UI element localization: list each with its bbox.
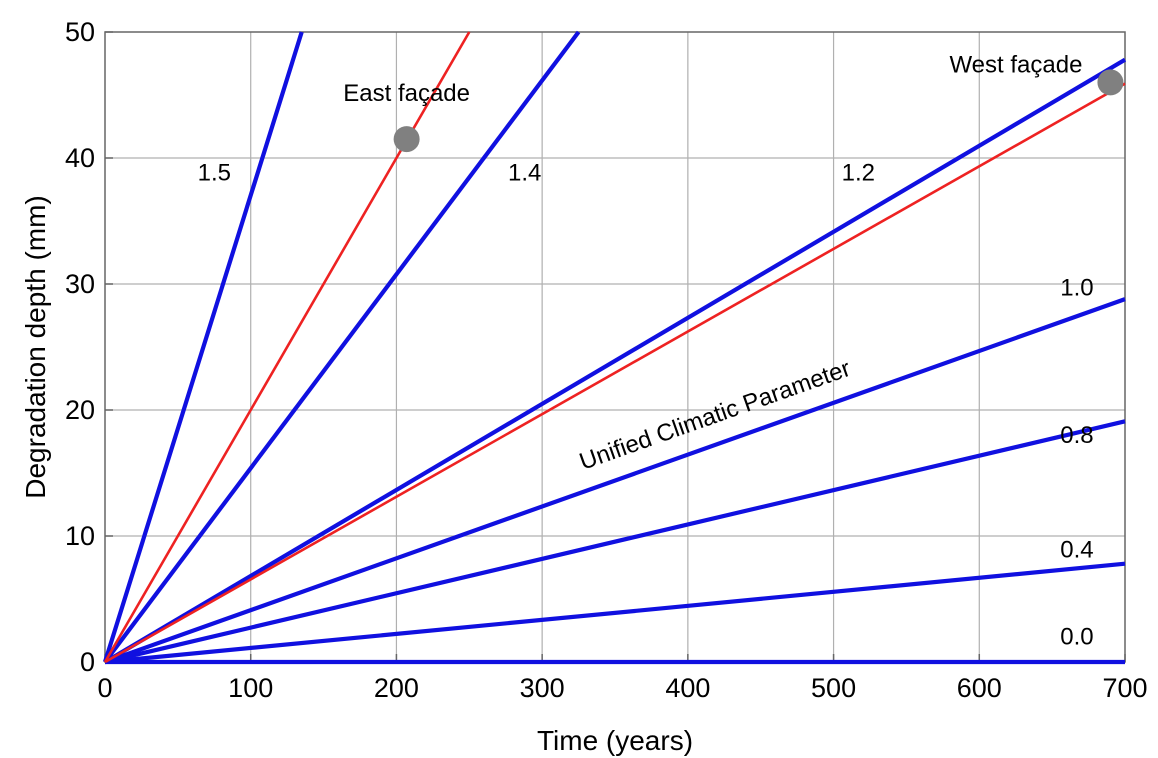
series-line-1-0 [104,297,1126,664]
line-value-label: 1.0 [1060,274,1093,301]
line-value-label: 0.4 [1060,536,1093,563]
line-labels: 1.5 1.4 1.2 1.0 0.8 0.4 0.0 [198,160,1094,651]
x-tick-label: 500 [811,673,856,703]
x-tick-label: 200 [374,673,419,703]
y-tick-label: 20 [65,395,95,425]
line-value-label: 1.2 [842,160,875,187]
x-tick-label: 0 [97,673,112,703]
series-line-0-8 [104,419,1126,665]
y-tick-label: 40 [65,143,95,173]
y-tick-label: 10 [65,521,95,551]
data-points: East façade West façade [343,51,1124,153]
line-value-label: 1.4 [508,160,541,187]
y-tick-label: 50 [65,17,95,47]
facade-fit-line [104,82,1126,664]
x-tick-label: 400 [665,673,710,703]
facade-point-label: West façade [949,51,1082,78]
line-value-label: 0.8 [1060,422,1093,449]
series-lines [102,30,1127,665]
facade-point [393,126,420,153]
grid [105,32,1125,662]
plot-frame [104,31,1126,663]
series-line-1-4 [103,30,581,664]
x-tick-label: 100 [228,673,273,703]
series-line-1-5 [102,31,304,663]
y-axis-title: Degradation depth (mm) [20,195,51,498]
x-tick-label: 700 [1102,673,1147,703]
series-line-0-4 [104,561,1126,665]
facade-point-label: East façade [343,80,470,107]
x-tick-label: 300 [520,673,565,703]
y-tick-label: 0 [80,647,95,677]
line-value-label: 1.5 [198,160,231,187]
axis-ticks: 0 100 200 300 400 500 600 700 0 10 20 30 40 50 [65,17,1148,703]
series-group-label: Unified Climatic Parameter [576,355,854,476]
series-line-1-2 [103,57,1127,664]
x-tick-label: 600 [957,673,1002,703]
facade-point [1097,69,1124,96]
x-axis-title: Time (years) [537,725,693,756]
y-tick-label: 30 [65,269,95,299]
line-value-label: 0.0 [1060,623,1093,650]
facade-fit-line [103,31,471,663]
